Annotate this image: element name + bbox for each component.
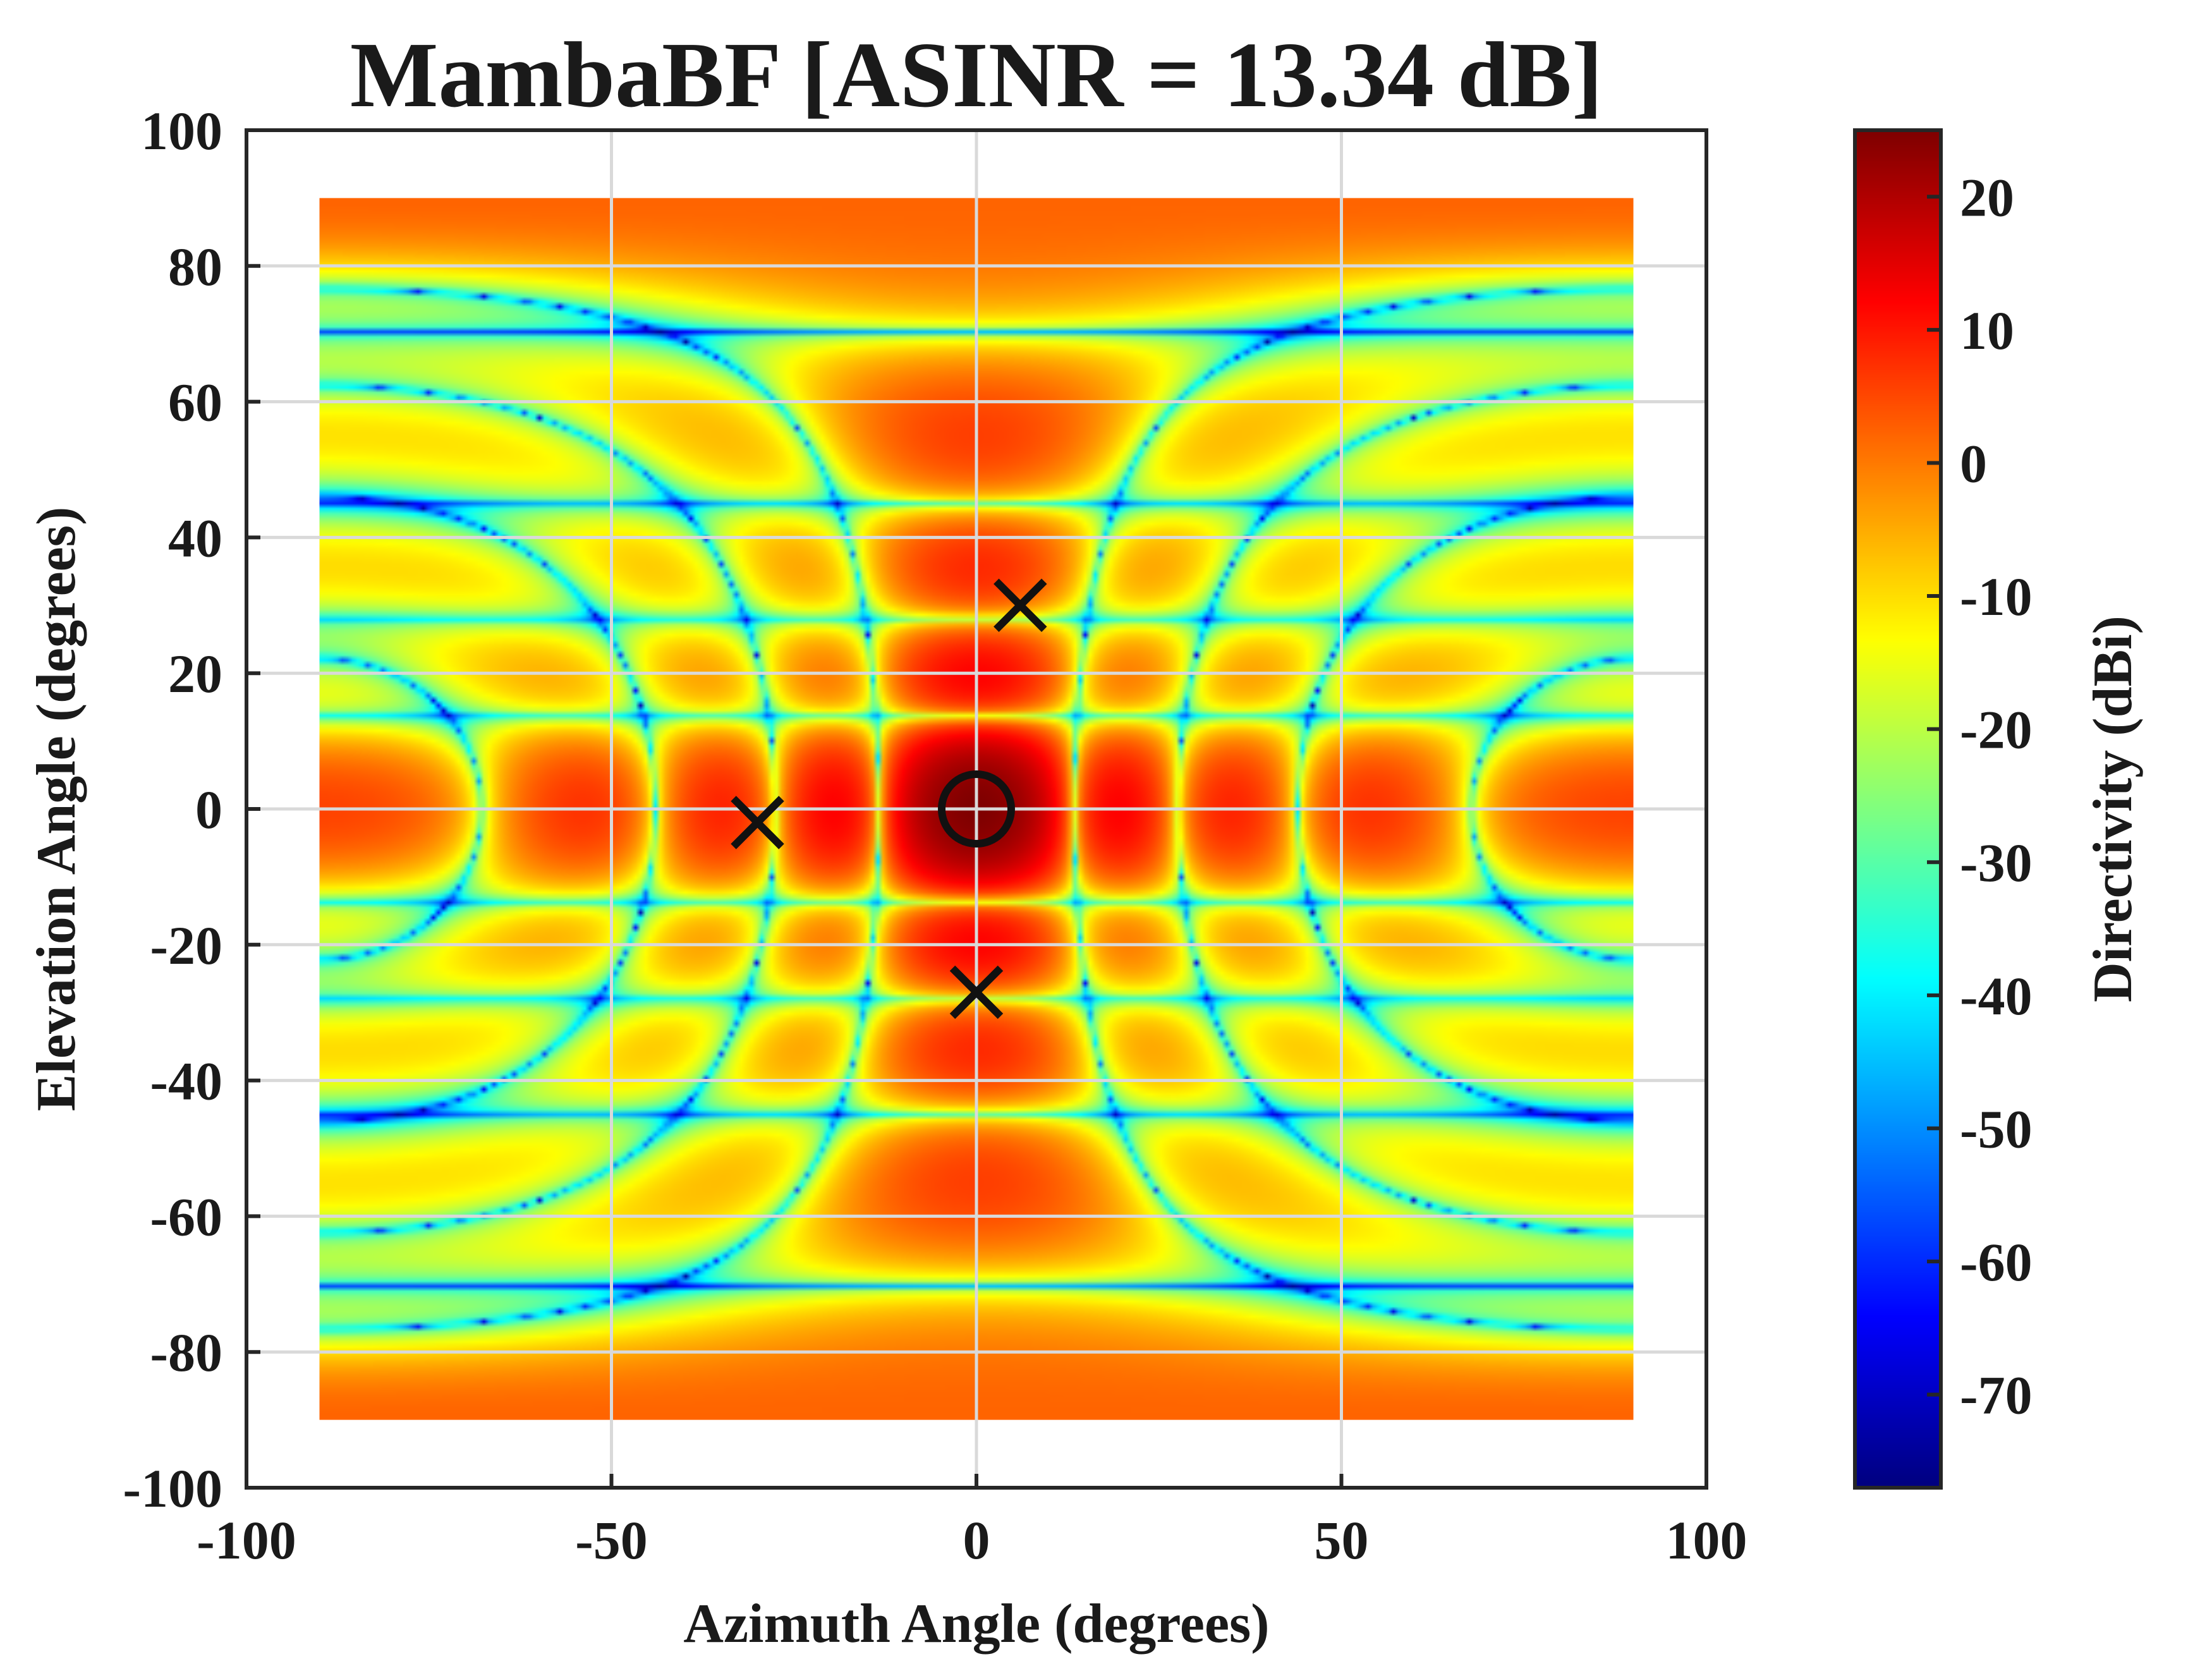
- interferer-marker: [731, 796, 784, 849]
- y-tick-label: 20: [168, 643, 222, 704]
- axis-ticks: [245, 128, 1708, 1490]
- colorbar-tick-label: -10: [1960, 566, 2033, 627]
- interferer-marker: [949, 965, 1004, 1019]
- interferer-marker: [994, 578, 1047, 633]
- y-tick-label: -80: [150, 1322, 222, 1383]
- colorbar-tick-label: -30: [1960, 832, 2033, 893]
- colorbar-box: [1853, 128, 1943, 1490]
- markers: [731, 578, 1047, 1019]
- x-tick-label: 0: [963, 1510, 990, 1571]
- colorbar-tick-label: 20: [1960, 167, 2014, 228]
- colorbar-tick-label: -40: [1960, 966, 2033, 1026]
- chart-title: MambaBF [ASINR = 13.34 dB]: [350, 23, 1603, 127]
- x-tick-label: 50: [1315, 1510, 1369, 1571]
- colorbar-tick-label: -70: [1960, 1365, 2033, 1426]
- y-tick-label: 60: [168, 372, 222, 433]
- x-tick-label: 100: [1666, 1510, 1747, 1571]
- x-tick-label: -50: [575, 1510, 648, 1571]
- colorbar-gradient: [1855, 130, 1941, 1488]
- colorbar-ticks: [1927, 195, 1941, 1397]
- y-tick-label: 80: [168, 236, 222, 297]
- y-tick-label: -100: [123, 1458, 222, 1519]
- colorbar-tick-label: 0: [1960, 433, 1987, 494]
- y-tick-label: -40: [150, 1051, 222, 1112]
- y-axis-label: Elevation Angle (degrees): [26, 507, 87, 1111]
- y-tick-label: -20: [150, 915, 222, 976]
- y-tick-labels: -100 -80 -60 -40 -20 0 20 40 60 80 100: [123, 100, 222, 1519]
- colorbar-tick-labels: 20 10 0 -10 -20 -30 -40 -50 -60 -70: [1960, 167, 2033, 1425]
- y-tick-label: -60: [150, 1186, 222, 1247]
- x-axis-label: Azimuth Angle (degrees): [683, 1593, 1269, 1655]
- colorbar-tick-label: -60: [1960, 1232, 2033, 1292]
- y-tick-label: 40: [168, 507, 222, 568]
- x-tick-labels: -100 -50 0 50 100: [197, 1510, 1747, 1571]
- y-tick-label: 100: [141, 100, 222, 161]
- colorbar-tick-label: -50: [1960, 1098, 2033, 1159]
- colorbar-tick-label: 10: [1960, 300, 2014, 361]
- colorbar-tick-label: -20: [1960, 700, 2033, 760]
- y-tick-label: 0: [195, 779, 222, 840]
- colorbar-label: Directivity (dBi): [2082, 616, 2144, 1002]
- main-beam-marker: [938, 770, 1015, 848]
- x-tick-label: -100: [197, 1510, 296, 1571]
